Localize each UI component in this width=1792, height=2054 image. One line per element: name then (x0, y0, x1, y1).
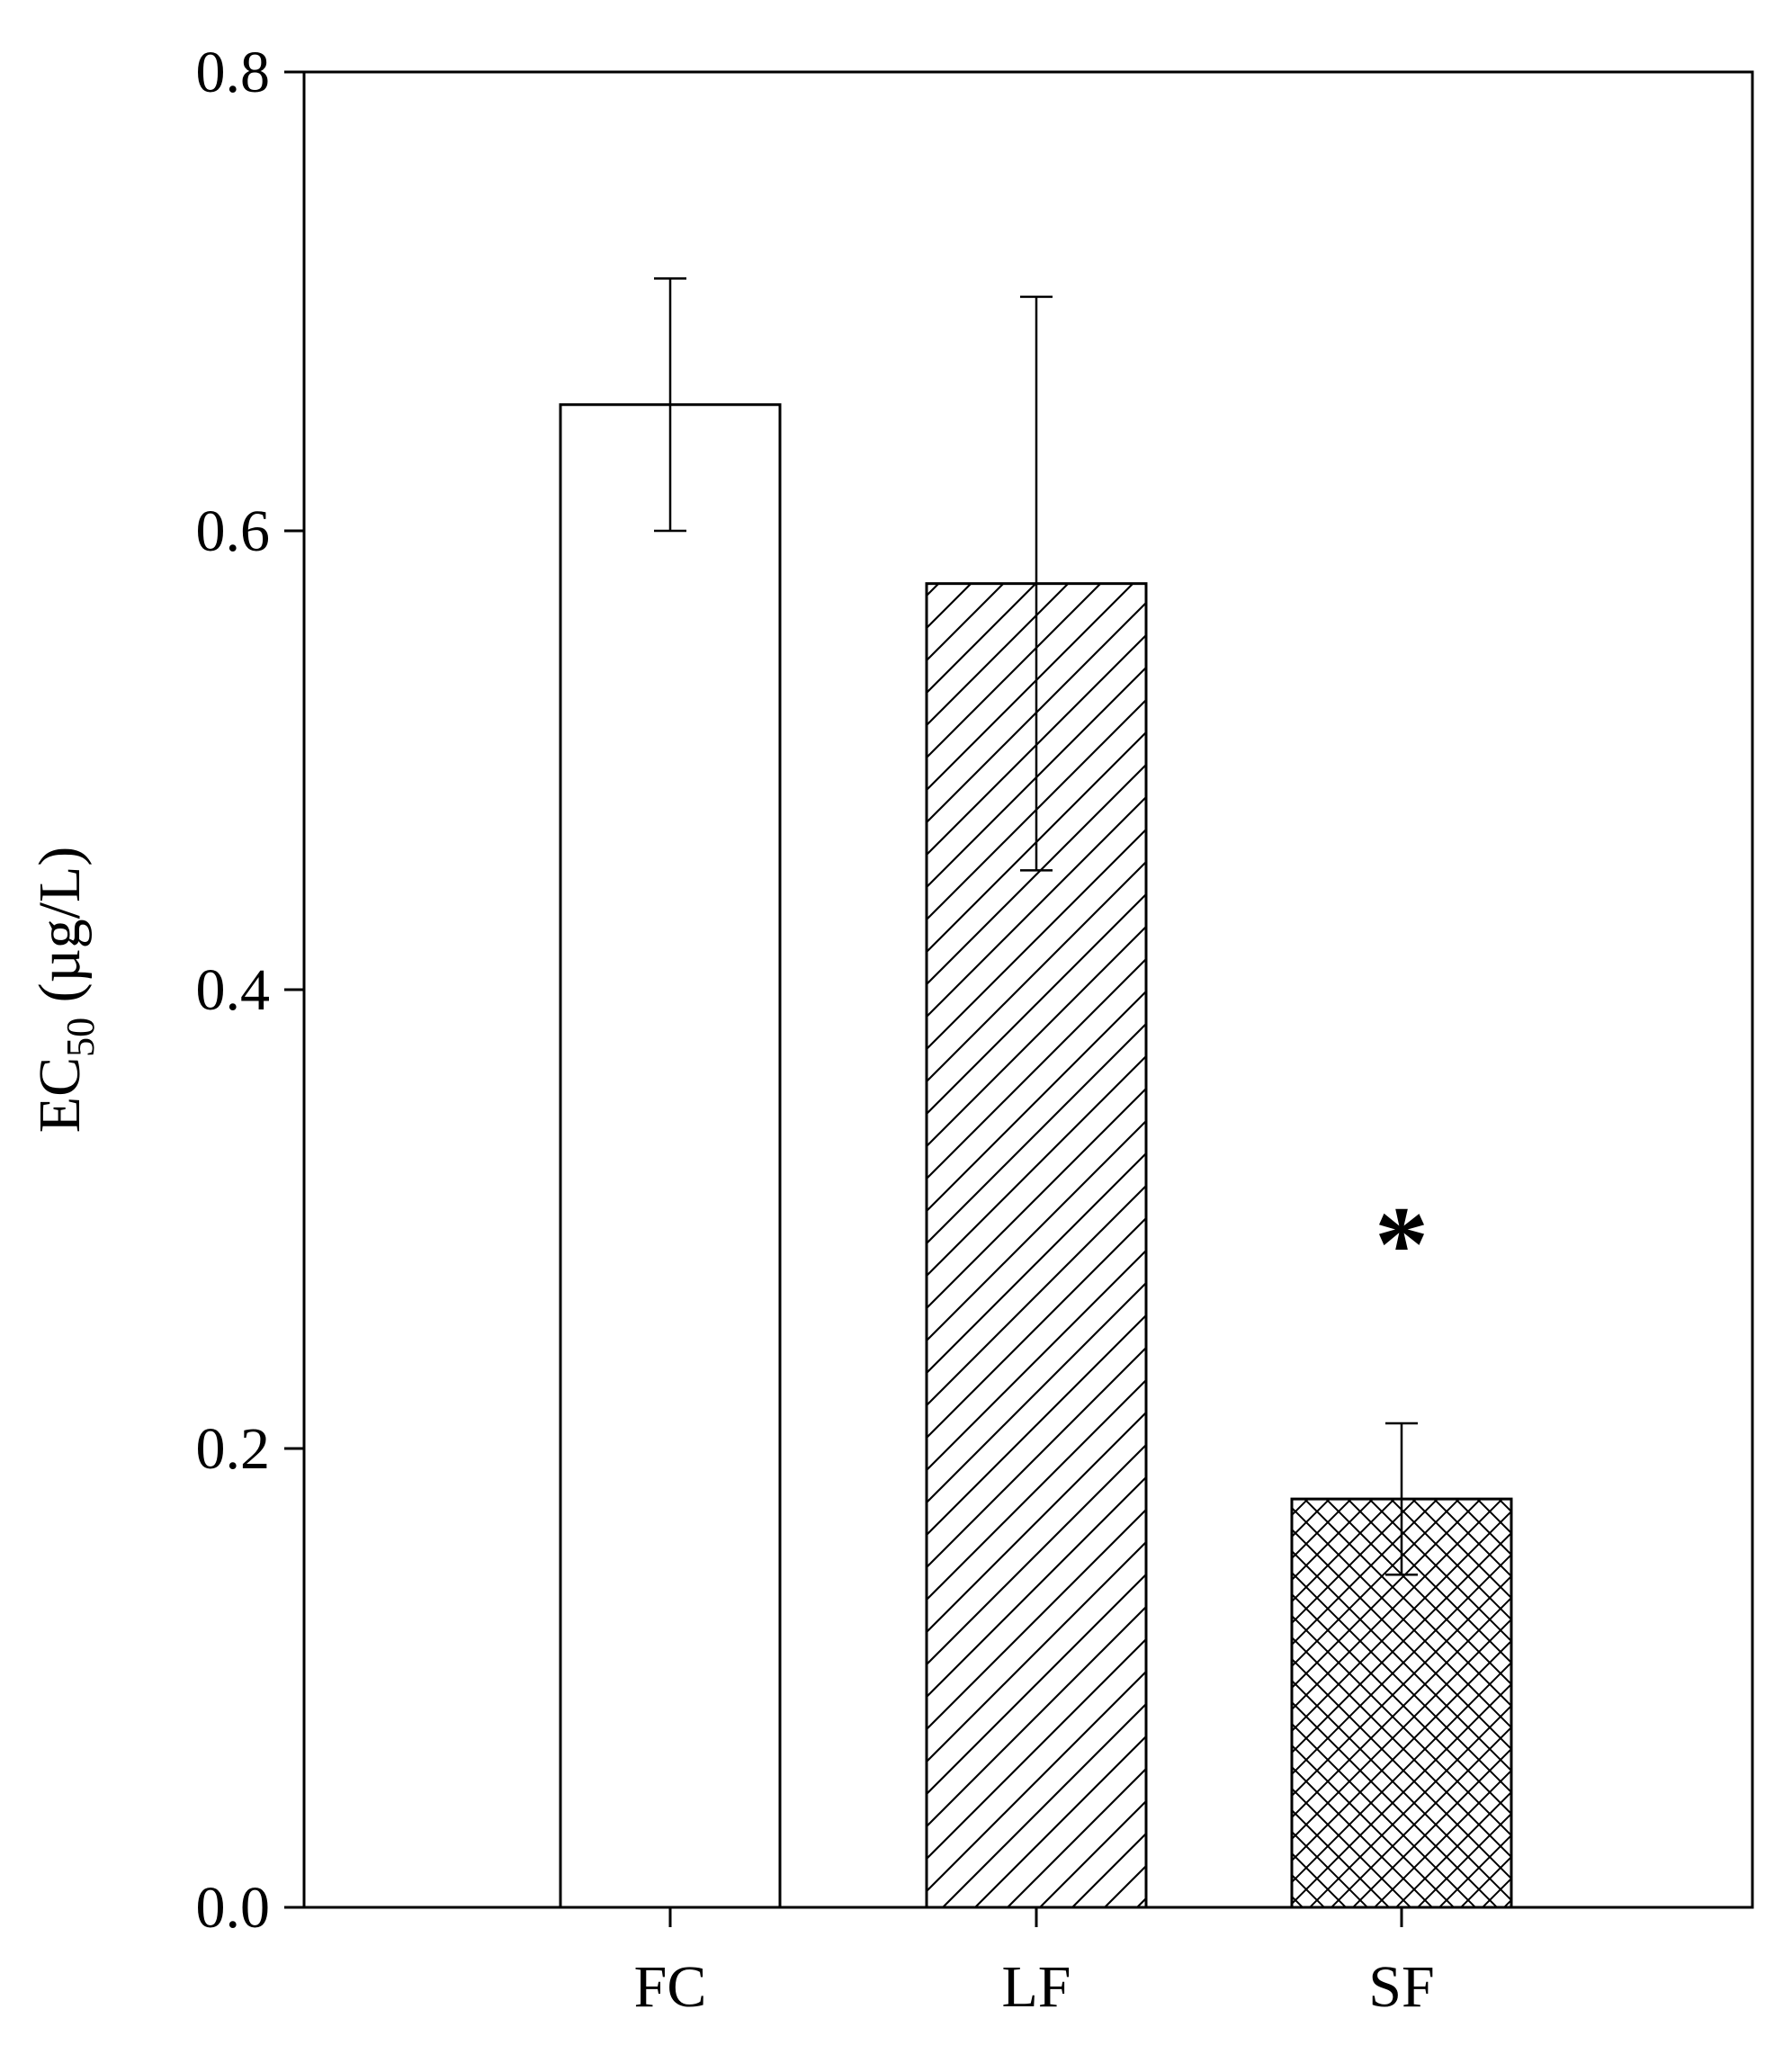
error-bars-group (654, 277, 1418, 1576)
y-tick-label: 0.6 (196, 498, 271, 564)
y-tick-label: 0.0 (196, 1875, 271, 1941)
error-bar-fc (654, 277, 686, 533)
x-axis: FC LF SF (634, 1907, 1435, 2020)
y-tick-label: 0.2 (196, 1416, 271, 1482)
error-bar-sf (1385, 1422, 1418, 1576)
y-tick-label: 0.8 (196, 40, 271, 105)
y-axis-label-subscript: 50 (58, 1018, 103, 1057)
y-axis-label-main: EC (27, 1057, 93, 1133)
annotations-group: * (1375, 1184, 1429, 1304)
y-axis: 0.0 0.2 0.4 0.6 0.8 (196, 40, 304, 1941)
significance-marker: * (1375, 1184, 1429, 1304)
x-tick-label: LF (1001, 1954, 1071, 2020)
bar-fc (559, 403, 782, 1909)
y-tick-label: 0.4 (196, 957, 271, 1023)
x-tick-label: FC (634, 1954, 707, 2020)
x-tick-label: SF (1368, 1954, 1434, 2020)
y-axis-label-unit: (µg/L) (27, 847, 93, 1018)
error-bar-lf (1020, 295, 1053, 872)
y-axis-label: EC50 (µg/L) (27, 847, 103, 1133)
